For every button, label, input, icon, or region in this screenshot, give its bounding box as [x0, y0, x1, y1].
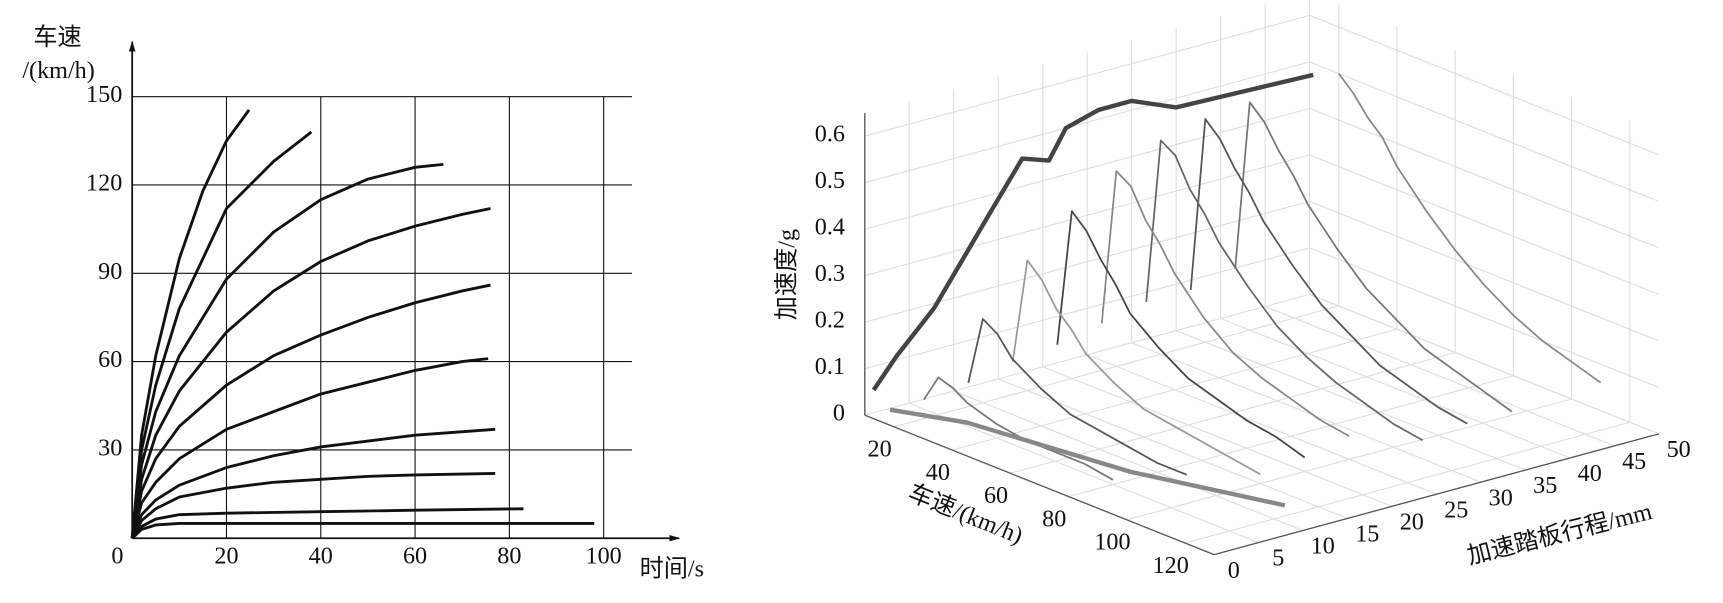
grid-line: [953, 390, 1304, 532]
acceleration-trace: [923, 376, 1114, 481]
speed-curve: [130, 130, 313, 539]
acceleration-trace: [967, 318, 1187, 476]
y-axis-unit: /(km/h): [22, 57, 94, 84]
pedal-tick-label: 0: [1228, 557, 1240, 584]
pedal-tick-label: 40: [1578, 460, 1602, 487]
speed-tick-label: 100: [1094, 529, 1130, 556]
pedal-tick-label: 30: [1489, 484, 1513, 511]
speed-curve: [130, 162, 444, 539]
z-tick-label: 0.6: [815, 121, 845, 148]
axis-line: [1213, 433, 1660, 556]
grid-line: [864, 61, 1310, 184]
grid-line: [1309, 107, 1660, 249]
pedal-tick-label: 35: [1533, 472, 1557, 499]
grid-line: [1175, 330, 1526, 471]
floor-line: [889, 407, 1286, 508]
speed-curve: [130, 109, 251, 539]
pedal-tick-label: 10: [1311, 533, 1335, 560]
y-tick-label: 150: [86, 81, 122, 108]
z-axis-label: 加速度/g: [774, 229, 801, 320]
pedal-tick-label: 25: [1444, 496, 1468, 523]
speed-time-chart: 0 20 40 60 80 100 30 60 90 120 150: [86, 81, 632, 570]
acceleration-trace: [1234, 101, 1513, 413]
speed-curve: [131, 522, 595, 540]
speed-tick-label: 60: [984, 482, 1008, 509]
speed-curve: [131, 507, 524, 540]
grid-line: [1264, 305, 1615, 447]
x-tick-label: 100: [586, 543, 622, 570]
acceleration-trace: [1011, 259, 1261, 476]
z-tick-label: 0.4: [815, 214, 845, 241]
z-tick-label: 0.2: [815, 307, 845, 334]
speed-tick-label: 40: [926, 459, 950, 486]
speed-curve: [130, 472, 496, 539]
grid-line: [1042, 366, 1393, 507]
x-axis-label: 时间/s: [640, 556, 704, 583]
x-tick-label: 20: [214, 543, 238, 570]
grid-line: [909, 402, 1259, 544]
grid-line: [1309, 293, 1660, 435]
x-tick-label: 0: [111, 543, 123, 570]
grid-line: [1309, 61, 1660, 202]
grid-line: [1309, 247, 1660, 388]
acceleration-trace: [1189, 118, 1468, 425]
x-tick-label: 40: [309, 543, 333, 570]
pedal-tick-label: 15: [1355, 521, 1379, 548]
axis-line: [864, 414, 1215, 556]
speed-curve: [130, 427, 496, 539]
grid-line: [1309, 154, 1660, 295]
y-tick-label: 90: [98, 258, 122, 285]
grid-line: [864, 14, 1310, 137]
grid-line: [864, 154, 1310, 277]
grid-line: [1131, 342, 1482, 483]
y-tick-label: 120: [86, 170, 122, 197]
z-tick-label: 0: [833, 400, 845, 427]
y-tick-label: 60: [98, 346, 122, 373]
x-tick-label: 80: [497, 543, 521, 570]
y-axis-label: 车速: [33, 24, 81, 51]
speed-tick-label: 20: [868, 436, 892, 463]
z-tick-label: 0.3: [815, 260, 845, 287]
pedal-tick-label: 20: [1400, 508, 1424, 535]
pedal-tick-label: 5: [1272, 545, 1284, 572]
pedal-tick-label: 50: [1667, 436, 1691, 463]
acceleration-trace: [1056, 210, 1306, 459]
grid-line: [1220, 318, 1571, 459]
z-tick-label: 0.5: [815, 167, 845, 194]
x-tick-label: 60: [403, 543, 427, 570]
acceleration-trace: [1100, 170, 1350, 437]
acceleration-trace: [1338, 72, 1602, 384]
acceleration-trace: [1145, 139, 1424, 442]
y-tick-label: 30: [98, 434, 122, 461]
grid-line: [1309, 200, 1660, 342]
speed-axis-label: 车速/(km/h): [904, 479, 1026, 549]
z-tick-label: 0.1: [815, 353, 845, 380]
envelope-line: [871, 72, 1314, 392]
grid-line: [864, 107, 1310, 230]
acceleration-3d-chart: 0 0.1 0.2 0.3 0.4 0.5 0.6 20 40 60 80 100 120 0 5 10 15 2…: [815, 0, 1691, 584]
speed-curve: [130, 283, 491, 539]
pedal-tick-label: 45: [1622, 448, 1646, 475]
speed-tick-label: 80: [1042, 505, 1066, 532]
speed-tick-label: 120: [1153, 552, 1189, 579]
speed-curve: [130, 207, 491, 539]
grid-line: [1309, 14, 1660, 156]
grid-line: [1087, 354, 1437, 495]
speed-curve: [130, 357, 489, 539]
